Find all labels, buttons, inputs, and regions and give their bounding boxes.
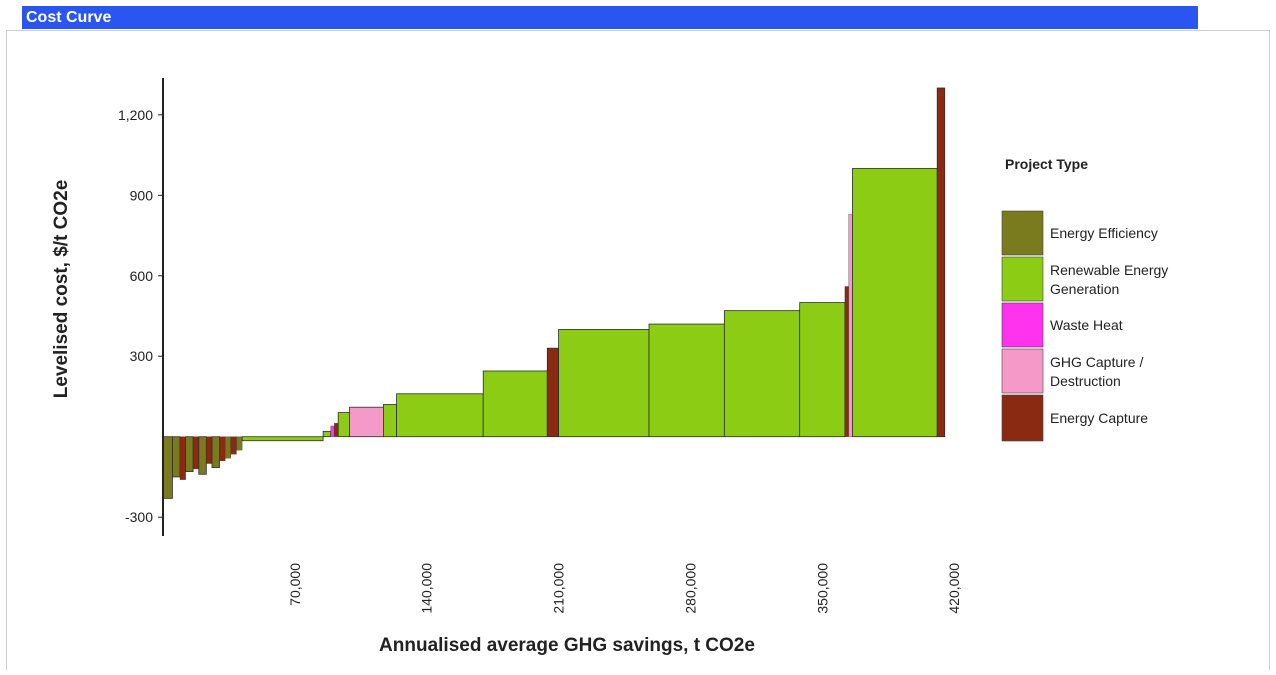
bar-15 [330,425,335,437]
chart-panel: -300 300 600 900 1,200 70,000 140,000 210,000 2… [6,30,1270,670]
bar-18 [349,406,384,438]
legend-swatch [1001,348,1044,394]
bar-13 [241,436,324,442]
bar-3 [179,436,186,480]
chart-title: Cost Curve [26,9,112,26]
bar-25 [723,310,801,438]
y-tick-label: 600 [130,268,154,284]
bar-5 [192,436,199,470]
y-axis-label: Levelised cost, $/t CO2e [51,180,72,399]
bar-29 [852,168,938,438]
x-tick-label: 350,000 [814,563,830,614]
y-tick-label: 900 [130,187,154,203]
x-tick-label: 280,000 [682,563,698,614]
legend-swatch [1001,302,1044,348]
bar-1 [162,436,173,499]
legend-swatch [1001,256,1044,302]
bar-12 [236,436,243,451]
y-tick-label: 1,200 [118,107,153,123]
legend-swatch [1001,394,1044,442]
legend-label: Energy Capture [1050,410,1148,426]
bar-28 [848,213,853,437]
bar-30 [936,87,946,438]
x-tick-label: 140,000 [419,563,435,614]
bar-19 [382,404,397,438]
bar-22 [546,347,559,438]
x-ticks: 70,000 140,000 210,000 280,000 350,000 420,00… [287,563,962,614]
bar-26 [799,302,846,438]
bar-17 [337,412,350,438]
y-tick-label: 300 [130,348,154,364]
x-tick-label: 420,000 [946,563,962,614]
bar-8 [211,436,220,468]
bar-20 [396,393,484,438]
bar-2 [172,436,181,478]
bar-7 [206,436,213,464]
bar-24 [648,323,725,438]
bar-14 [322,430,332,438]
legend-label: Renewable Energy Generation [1050,262,1168,297]
cost-curve-chart: -300 300 600 900 1,200 70,000 140,000 210,000 2… [51,78,1168,656]
legend-title: Project Type [1005,156,1088,172]
bar-16 [334,423,339,437]
legend: Project Type Energy Efficiency Renewable … [1001,156,1168,442]
bars-layer [162,87,946,499]
y-ticks: -300 300 600 900 1,200 [118,107,163,525]
legend-label: Waste Heat [1050,317,1123,333]
bar-27 [844,286,849,437]
x-tick-label: 210,000 [551,563,567,614]
legend-label: GHG Capture / Destruction [1050,354,1143,389]
bar-4 [185,436,194,472]
bar-21 [482,370,548,438]
x-axis-label: Annualised average GHG savings, t CO2e [379,635,755,656]
bar-6 [198,436,207,475]
bar-23 [558,329,650,438]
bar-11 [230,436,237,455]
bar-10 [225,436,231,459]
bar-9 [219,436,226,461]
legend-swatch [1001,210,1044,256]
x-tick-label: 70,000 [287,563,303,606]
chart-title-bar: Cost Curve [22,6,1198,29]
legend-label: Energy Efficiency [1050,225,1158,241]
y-tick-label: -300 [125,509,153,525]
